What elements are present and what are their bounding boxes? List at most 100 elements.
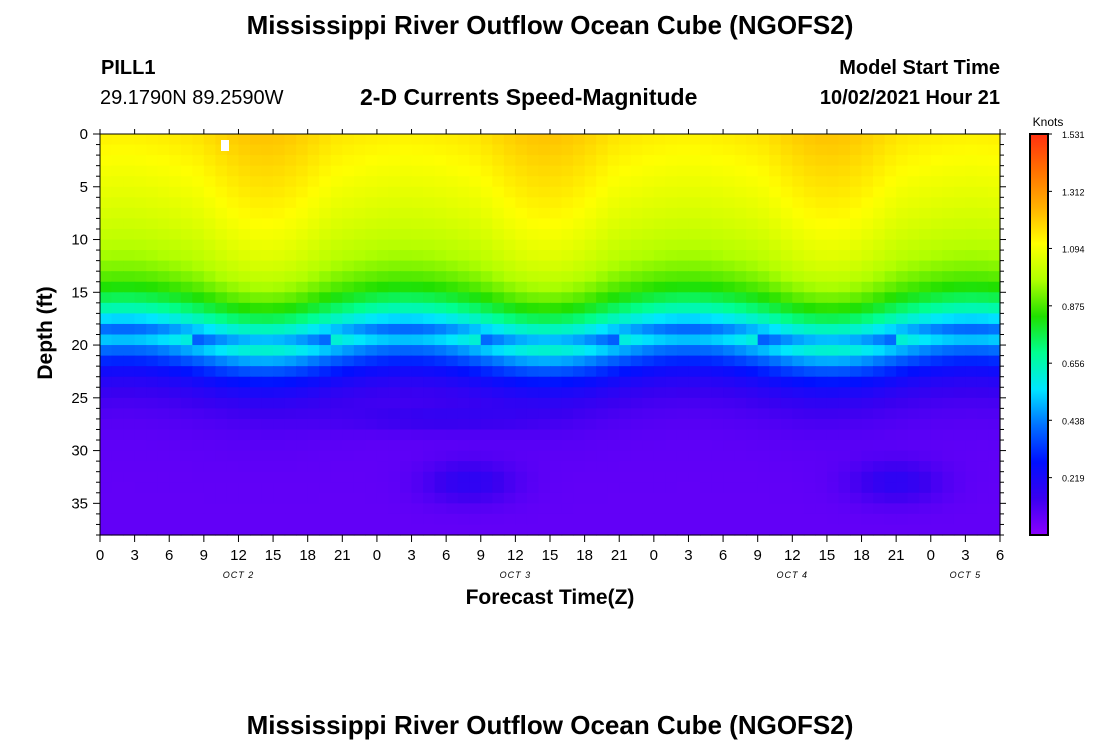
heatmap-cell — [838, 524, 851, 536]
heatmap-cell — [538, 197, 551, 209]
heatmap-cell — [469, 302, 482, 314]
heatmap-cell — [688, 281, 701, 293]
heatmap-cell — [873, 207, 886, 220]
heatmap-cell — [584, 482, 597, 494]
heatmap-cell — [850, 397, 863, 409]
heatmap-cell — [815, 144, 828, 156]
heatmap-cell — [919, 366, 932, 378]
heatmap-cell — [734, 376, 747, 388]
heatmap-cell — [942, 471, 955, 483]
heatmap-cell — [342, 313, 355, 325]
heatmap-cell — [780, 461, 793, 473]
heatmap-cell — [457, 429, 470, 441]
heatmap-cell — [896, 482, 909, 494]
heatmap-cell — [203, 197, 216, 209]
heatmap-cell — [480, 440, 493, 452]
heatmap-cell — [607, 165, 620, 177]
heatmap-cell — [584, 408, 597, 420]
heatmap-cell — [665, 292, 678, 304]
heatmap-cell — [353, 408, 366, 420]
heatmap-cell — [192, 323, 205, 336]
heatmap-cell — [411, 418, 424, 431]
heatmap-cell — [850, 302, 863, 314]
heatmap-cell — [988, 397, 1001, 409]
heatmap-cell — [388, 355, 401, 367]
heatmap-cell — [653, 281, 666, 293]
heatmap-cell — [884, 165, 897, 177]
heatmap-cell — [411, 186, 424, 198]
heatmap-cell — [792, 323, 805, 336]
heatmap-cell — [734, 302, 747, 314]
heatmap-cell — [388, 271, 401, 283]
heatmap-cell — [942, 260, 955, 272]
heatmap-cell — [815, 418, 828, 431]
heatmap-cell — [619, 492, 632, 504]
heatmap-cell — [388, 334, 401, 346]
heatmap-cell — [596, 418, 609, 431]
heatmap-cell — [711, 418, 724, 431]
heatmap-cell — [250, 408, 263, 420]
heatmap-cell — [642, 387, 655, 399]
heatmap-cell — [976, 197, 990, 209]
heatmap-cell — [780, 281, 793, 293]
heatmap-cell — [896, 176, 909, 188]
heatmap-cell — [457, 397, 470, 409]
colorbar-tick-label: 1.094 — [1062, 244, 1085, 254]
heatmap-cell — [411, 408, 424, 420]
heatmap-cell — [630, 345, 643, 357]
heatmap-cell — [619, 376, 632, 388]
heatmap-cell — [434, 313, 447, 325]
heatmap-cell — [296, 345, 309, 357]
heatmap-cell — [250, 524, 263, 536]
heatmap-cell — [653, 440, 666, 452]
heatmap-cell — [653, 345, 666, 357]
heatmap-cell — [273, 197, 286, 209]
heatmap-cell — [100, 292, 113, 304]
station-coordinates: 29.1790N 89.2590W — [100, 87, 284, 109]
heatmap-cell — [734, 418, 747, 431]
heatmap-cell — [884, 408, 897, 420]
heatmap-cell — [815, 260, 828, 272]
heatmap-cell — [215, 250, 228, 262]
heatmap-cell — [826, 144, 840, 156]
heatmap-cell — [423, 334, 436, 346]
heatmap-cell — [250, 482, 263, 494]
heatmap-cell — [953, 387, 966, 399]
heatmap-cell — [538, 429, 551, 441]
heatmap-cell — [988, 323, 1001, 336]
heatmap-cell — [653, 492, 666, 504]
heatmap-cell — [503, 450, 516, 462]
heatmap-cell — [884, 260, 897, 272]
heatmap-cell — [123, 450, 136, 462]
heatmap-cell — [826, 134, 840, 146]
heatmap-cell — [423, 429, 436, 441]
heatmap-cell — [423, 355, 436, 367]
heatmap-cell — [446, 250, 459, 262]
heatmap-cell — [780, 239, 793, 251]
heatmap-cell — [515, 218, 528, 230]
heatmap-cell — [365, 186, 378, 198]
heatmap-cell — [480, 302, 493, 314]
heatmap-cell — [261, 471, 274, 483]
heatmap-cell — [723, 186, 736, 198]
heatmap-cell — [134, 165, 147, 177]
heatmap-cell — [976, 165, 990, 177]
heatmap-cell — [884, 334, 897, 346]
heatmap-cell — [411, 503, 424, 515]
heatmap-cell — [250, 418, 263, 431]
heatmap-cell — [607, 250, 620, 262]
heatmap-cell — [953, 513, 966, 526]
heatmap-cell — [457, 313, 470, 325]
heatmap-cell — [815, 302, 828, 314]
heatmap-cell — [203, 239, 216, 251]
heatmap-cell — [330, 440, 343, 452]
heatmap-cell — [676, 408, 690, 420]
heatmap-cell — [538, 397, 551, 409]
heatmap-cell — [688, 376, 701, 388]
heatmap-cell — [388, 207, 401, 220]
heatmap-cell — [746, 387, 759, 399]
heatmap-cell — [803, 345, 816, 357]
heatmap-cell — [296, 513, 309, 526]
heatmap-cell — [319, 461, 332, 473]
heatmap-cell — [273, 450, 286, 462]
